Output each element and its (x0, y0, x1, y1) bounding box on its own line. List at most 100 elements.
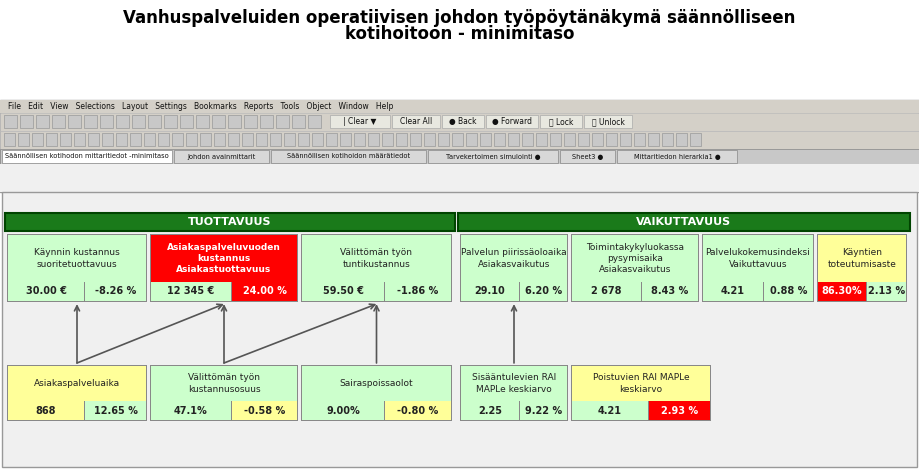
Bar (424, 133, 435, 146)
Bar (592, 133, 603, 146)
Text: | Clear ▼: | Clear ▼ (344, 117, 377, 126)
Text: Toimintakykyluokassa
pysymisaika
Asiakasvaikutus: Toimintakykyluokassa pysymisaika Asiakas… (586, 243, 684, 274)
Bar (560, 150, 615, 163)
Bar (231, 282, 232, 301)
Bar (150, 365, 298, 421)
Text: File   Edit   View   Selections   Layout   Settings   Bookmarks   Reports   Tool: File Edit View Selections Layout Setting… (8, 102, 393, 111)
Bar (132, 115, 145, 128)
Bar (5, 213, 455, 231)
Text: 6.20 %: 6.20 % (525, 286, 562, 296)
Text: Säännöllisen kotihoidon määrätiedot: Säännöllisen kotihoidon määrätiedot (287, 153, 410, 160)
Bar (550, 133, 561, 146)
Bar (151, 282, 231, 301)
Bar (150, 234, 298, 302)
Bar (164, 115, 177, 128)
Bar (634, 133, 645, 146)
Bar (88, 133, 99, 146)
Bar (438, 133, 449, 146)
Bar (648, 133, 659, 146)
Bar (867, 282, 906, 301)
Text: 4.21: 4.21 (598, 406, 622, 416)
Text: 2.93 %: 2.93 % (661, 406, 698, 416)
Text: Asiakaspalveluvuoden
kustannus
Asiakastuottavuus: Asiakaspalveluvuoden kustannus Asiakastu… (167, 243, 281, 274)
Bar (8, 282, 84, 301)
Bar (442, 115, 484, 128)
Bar (144, 133, 155, 146)
Bar (703, 235, 813, 282)
Text: Clear All: Clear All (400, 117, 432, 126)
Bar (452, 133, 463, 146)
Text: Käyntien
toteutumisaste: Käyntien toteutumisaste (828, 248, 896, 268)
Text: 🔒 Lock: 🔒 Lock (549, 117, 573, 126)
Bar (2, 192, 917, 467)
Bar (382, 133, 393, 146)
Bar (384, 282, 385, 301)
Bar (36, 115, 49, 128)
Bar (620, 133, 631, 146)
Text: 0.88 %: 0.88 % (770, 286, 807, 296)
Bar (571, 234, 699, 302)
Bar (662, 133, 673, 146)
Bar (301, 365, 452, 421)
Bar (231, 401, 232, 420)
Text: ● Back: ● Back (449, 117, 477, 126)
Bar (764, 282, 813, 301)
Bar (84, 282, 85, 301)
Bar (0, 131, 919, 149)
Text: 4.21: 4.21 (721, 286, 745, 296)
Bar (0, 149, 919, 164)
Bar (818, 235, 906, 282)
Bar (0, 113, 919, 131)
Bar (284, 133, 295, 146)
Bar (102, 133, 113, 146)
Text: 9.22 %: 9.22 % (525, 406, 562, 416)
Bar (461, 366, 567, 401)
Bar (606, 133, 617, 146)
Text: -0.58 %: -0.58 % (244, 406, 285, 416)
Bar (410, 133, 421, 146)
Bar (703, 282, 763, 301)
Bar (641, 282, 642, 301)
Bar (648, 401, 649, 420)
Bar (270, 133, 281, 146)
Bar (8, 366, 146, 401)
Bar (508, 133, 519, 146)
Text: Palvelun piirissäoloaika
Asiakasvaikutus: Palvelun piirissäoloaika Asiakasvaikutus (461, 248, 567, 268)
Bar (817, 234, 907, 302)
Text: Tarvekertoimen simulointi ●: Tarvekertoimen simulointi ● (446, 153, 540, 160)
Bar (292, 115, 305, 128)
Bar (494, 133, 505, 146)
Text: 29.10: 29.10 (474, 286, 505, 296)
Text: Johdon avainmittarit: Johdon avainmittarit (187, 153, 255, 160)
Bar (60, 133, 71, 146)
Text: Mittaritiedon hierarkia1 ●: Mittaritiedon hierarkia1 ● (634, 153, 720, 160)
Bar (244, 115, 257, 128)
Bar (519, 282, 520, 301)
Text: 2.13 %: 2.13 % (868, 286, 905, 296)
Bar (4, 133, 15, 146)
Bar (20, 115, 33, 128)
Bar (302, 235, 451, 282)
Bar (212, 115, 225, 128)
Bar (392, 115, 440, 128)
Bar (151, 235, 297, 282)
Bar (46, 133, 57, 146)
Bar (232, 282, 297, 301)
Bar (172, 133, 183, 146)
Bar (460, 234, 568, 302)
Bar (151, 366, 297, 401)
Bar (200, 133, 211, 146)
Bar (74, 133, 85, 146)
Bar (302, 401, 384, 420)
Text: 🔓 Unlock: 🔓 Unlock (592, 117, 624, 126)
Text: 24.00 %: 24.00 % (243, 286, 287, 296)
Bar (8, 235, 146, 282)
Text: Poistuvien RAI MAPLe
keskiarvo: Poistuvien RAI MAPLe keskiarvo (593, 373, 689, 394)
Bar (298, 133, 309, 146)
Text: 9.00%: 9.00% (326, 406, 360, 416)
Bar (461, 235, 567, 282)
Bar (0, 100, 919, 113)
Bar (276, 115, 289, 128)
Text: Asiakaspalveluaika: Asiakaspalveluaika (34, 379, 120, 388)
Text: 12.65 %: 12.65 % (94, 406, 138, 416)
